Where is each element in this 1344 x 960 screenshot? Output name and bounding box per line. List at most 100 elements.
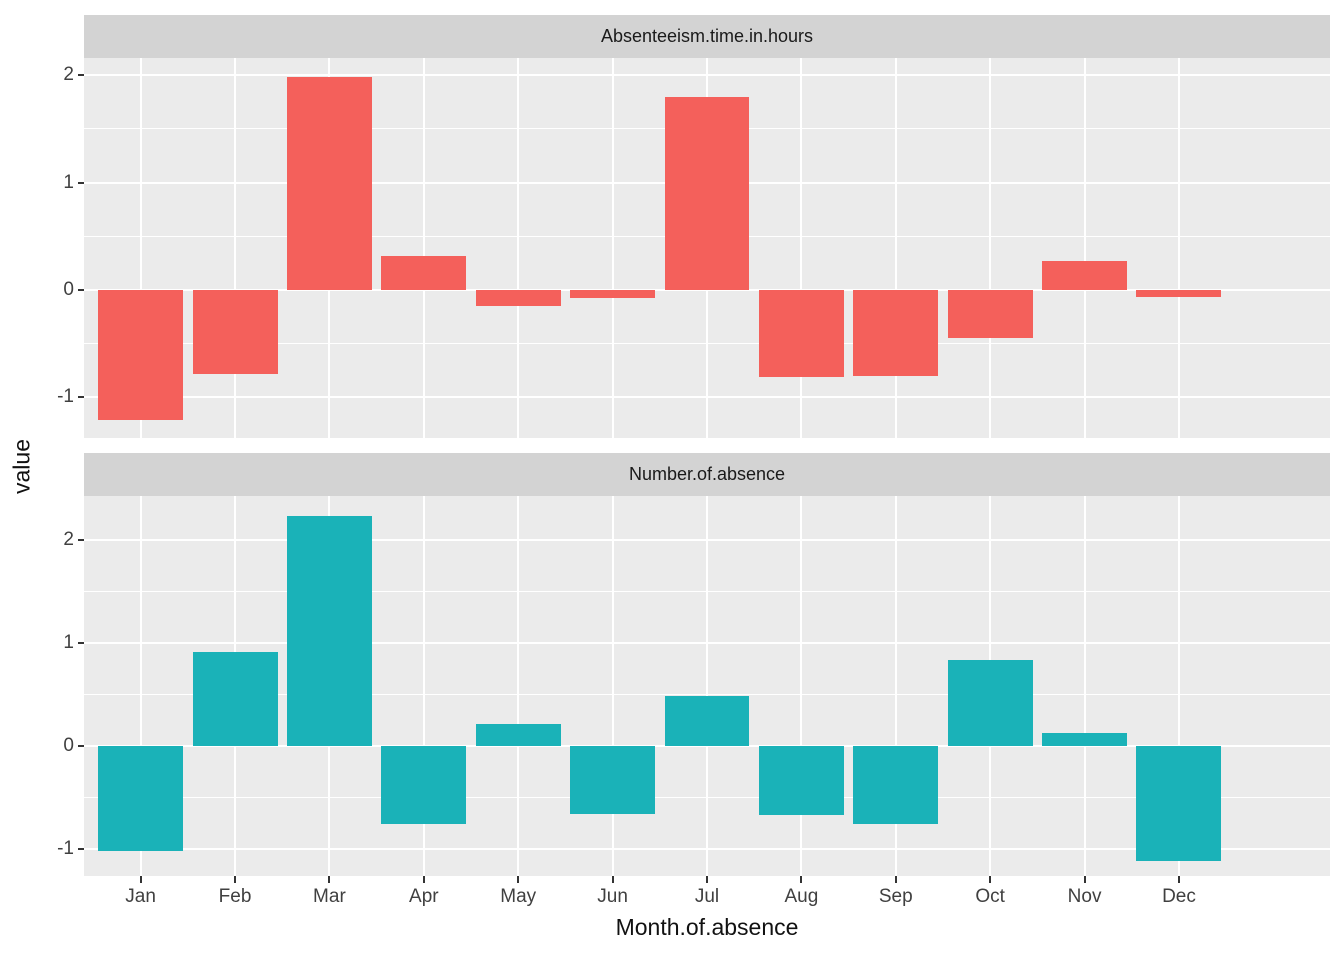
gridline-vertical-aug [800, 58, 803, 438]
x-tick-label-mar: Mar [313, 886, 346, 907]
bar-jan [98, 746, 184, 852]
bar-jun [570, 746, 656, 815]
bar-jul [664, 695, 750, 747]
gridline-vertical-jan [139, 58, 142, 438]
gridline-minor [84, 343, 1330, 345]
bar-feb [192, 289, 278, 374]
x-tick-label-may: May [500, 886, 537, 907]
gridline-major-y0 [84, 745, 1330, 748]
x-axis-title: Month.of.absence [615, 914, 799, 940]
x-tick-label-jul: Jul [694, 886, 720, 907]
bar-nov [1042, 732, 1128, 747]
x-tick-label-feb: Feb [218, 886, 252, 907]
gridline-vertical-jun [611, 496, 614, 876]
x-tick-label-sep: Sep [878, 886, 913, 907]
gridline-vertical-jan [139, 496, 142, 876]
bar-apr [381, 255, 467, 290]
gridline-minor [84, 797, 1330, 799]
x-tick-mark [894, 876, 897, 883]
gridline-major-y2 [84, 539, 1330, 542]
x-tick-mark [139, 876, 142, 883]
x-tick-mark [328, 876, 331, 883]
bar-may [475, 289, 561, 306]
x-tick-label-jan: Jan [125, 886, 156, 907]
gridline-vertical-nov [1083, 496, 1086, 876]
y-tick-label-2: 2 [63, 529, 74, 551]
gridline-vertical-may [517, 58, 520, 438]
y-tick-label-0: 0 [63, 278, 74, 300]
bar-oct [947, 659, 1033, 747]
y-tick-mark [78, 539, 84, 542]
gridline-vertical-may [517, 496, 520, 876]
y-tick-label--1: -1 [57, 838, 74, 860]
gridline-vertical-nov [1083, 58, 1086, 438]
bar-mar [286, 515, 372, 747]
gridline-vertical-jul [706, 496, 708, 876]
bar-aug [758, 289, 844, 377]
y-tick-label-0: 0 [63, 735, 74, 757]
x-tick-label-dec: Dec [1162, 886, 1196, 907]
bar-jul [664, 96, 750, 290]
bar-feb [192, 651, 278, 747]
gridline-minor [84, 694, 1330, 696]
x-tick-mark [706, 876, 708, 883]
strip-label: Absenteeism.time.in.hours [600, 26, 814, 46]
bar-nov [1042, 260, 1128, 290]
x-tick-label-oct: Oct [975, 886, 1005, 907]
facet-strip-number-of-absence: Number.of.absence [84, 453, 1330, 496]
gridline-vertical-apr [422, 496, 425, 876]
y-tick-mark [78, 288, 84, 291]
gridline-minor [84, 591, 1330, 593]
gridline-major-y0 [84, 288, 1330, 291]
y-tick-mark [78, 642, 84, 645]
x-tick-mark [234, 876, 237, 883]
gridline-vertical-oct [989, 58, 992, 438]
y-tick-mark [78, 74, 84, 77]
x-tick-mark [1177, 876, 1180, 883]
gridline-major-y2 [84, 74, 1330, 77]
bar-jun [570, 289, 656, 299]
x-tick-mark [422, 876, 425, 883]
gridline-vertical-aug [800, 496, 803, 876]
strip-label: Number.of.absence [628, 464, 786, 484]
bar-sep [853, 746, 939, 825]
y-tick-label--1: -1 [57, 386, 74, 408]
y-tick-mark [78, 396, 84, 399]
gridline-major-y1 [84, 642, 1330, 645]
bar-may [475, 723, 561, 747]
x-tick-mark [1083, 876, 1086, 883]
x-tick-mark [611, 876, 614, 883]
bar-oct [947, 289, 1033, 339]
y-tick-mark [78, 181, 84, 184]
gridline-vertical-apr [422, 58, 425, 438]
bar-aug [758, 746, 844, 816]
y-axis-title: value [8, 439, 35, 494]
x-tick-mark [989, 876, 992, 883]
y-tick-label-1: 1 [63, 632, 74, 654]
gridline-major-y-1 [84, 848, 1330, 851]
gridline-vertical-jun [611, 58, 614, 438]
x-tick-label-aug: Aug [784, 886, 819, 907]
gridline-major-y-1 [84, 396, 1330, 399]
facet-strip-absenteeism-time-in-hours: Absenteeism.time.in.hours [84, 15, 1330, 58]
gridline-vertical-sep [894, 496, 897, 876]
x-tick-mark [517, 876, 520, 883]
x-tick-mark [800, 876, 803, 883]
bar-jan [98, 289, 184, 420]
y-tick-label-1: 1 [63, 171, 74, 193]
gridline-vertical-sep [894, 58, 897, 438]
y-tick-label-2: 2 [63, 64, 74, 86]
x-tick-label-jun: Jun [597, 886, 628, 907]
y-tick-mark [78, 848, 84, 851]
y-tick-mark [78, 745, 84, 748]
x-tick-label-apr: Apr [409, 886, 439, 907]
gridline-vertical-feb [234, 58, 237, 438]
panel-number-of-absence [84, 496, 1330, 876]
panel-absenteeism-time-in-hours [84, 58, 1330, 438]
x-tick-label-nov: Nov [1067, 886, 1102, 907]
bar-sep [853, 289, 939, 376]
gridline-vertical-dec [1177, 496, 1180, 876]
bar-dec [1136, 289, 1222, 298]
bar-apr [381, 746, 467, 825]
